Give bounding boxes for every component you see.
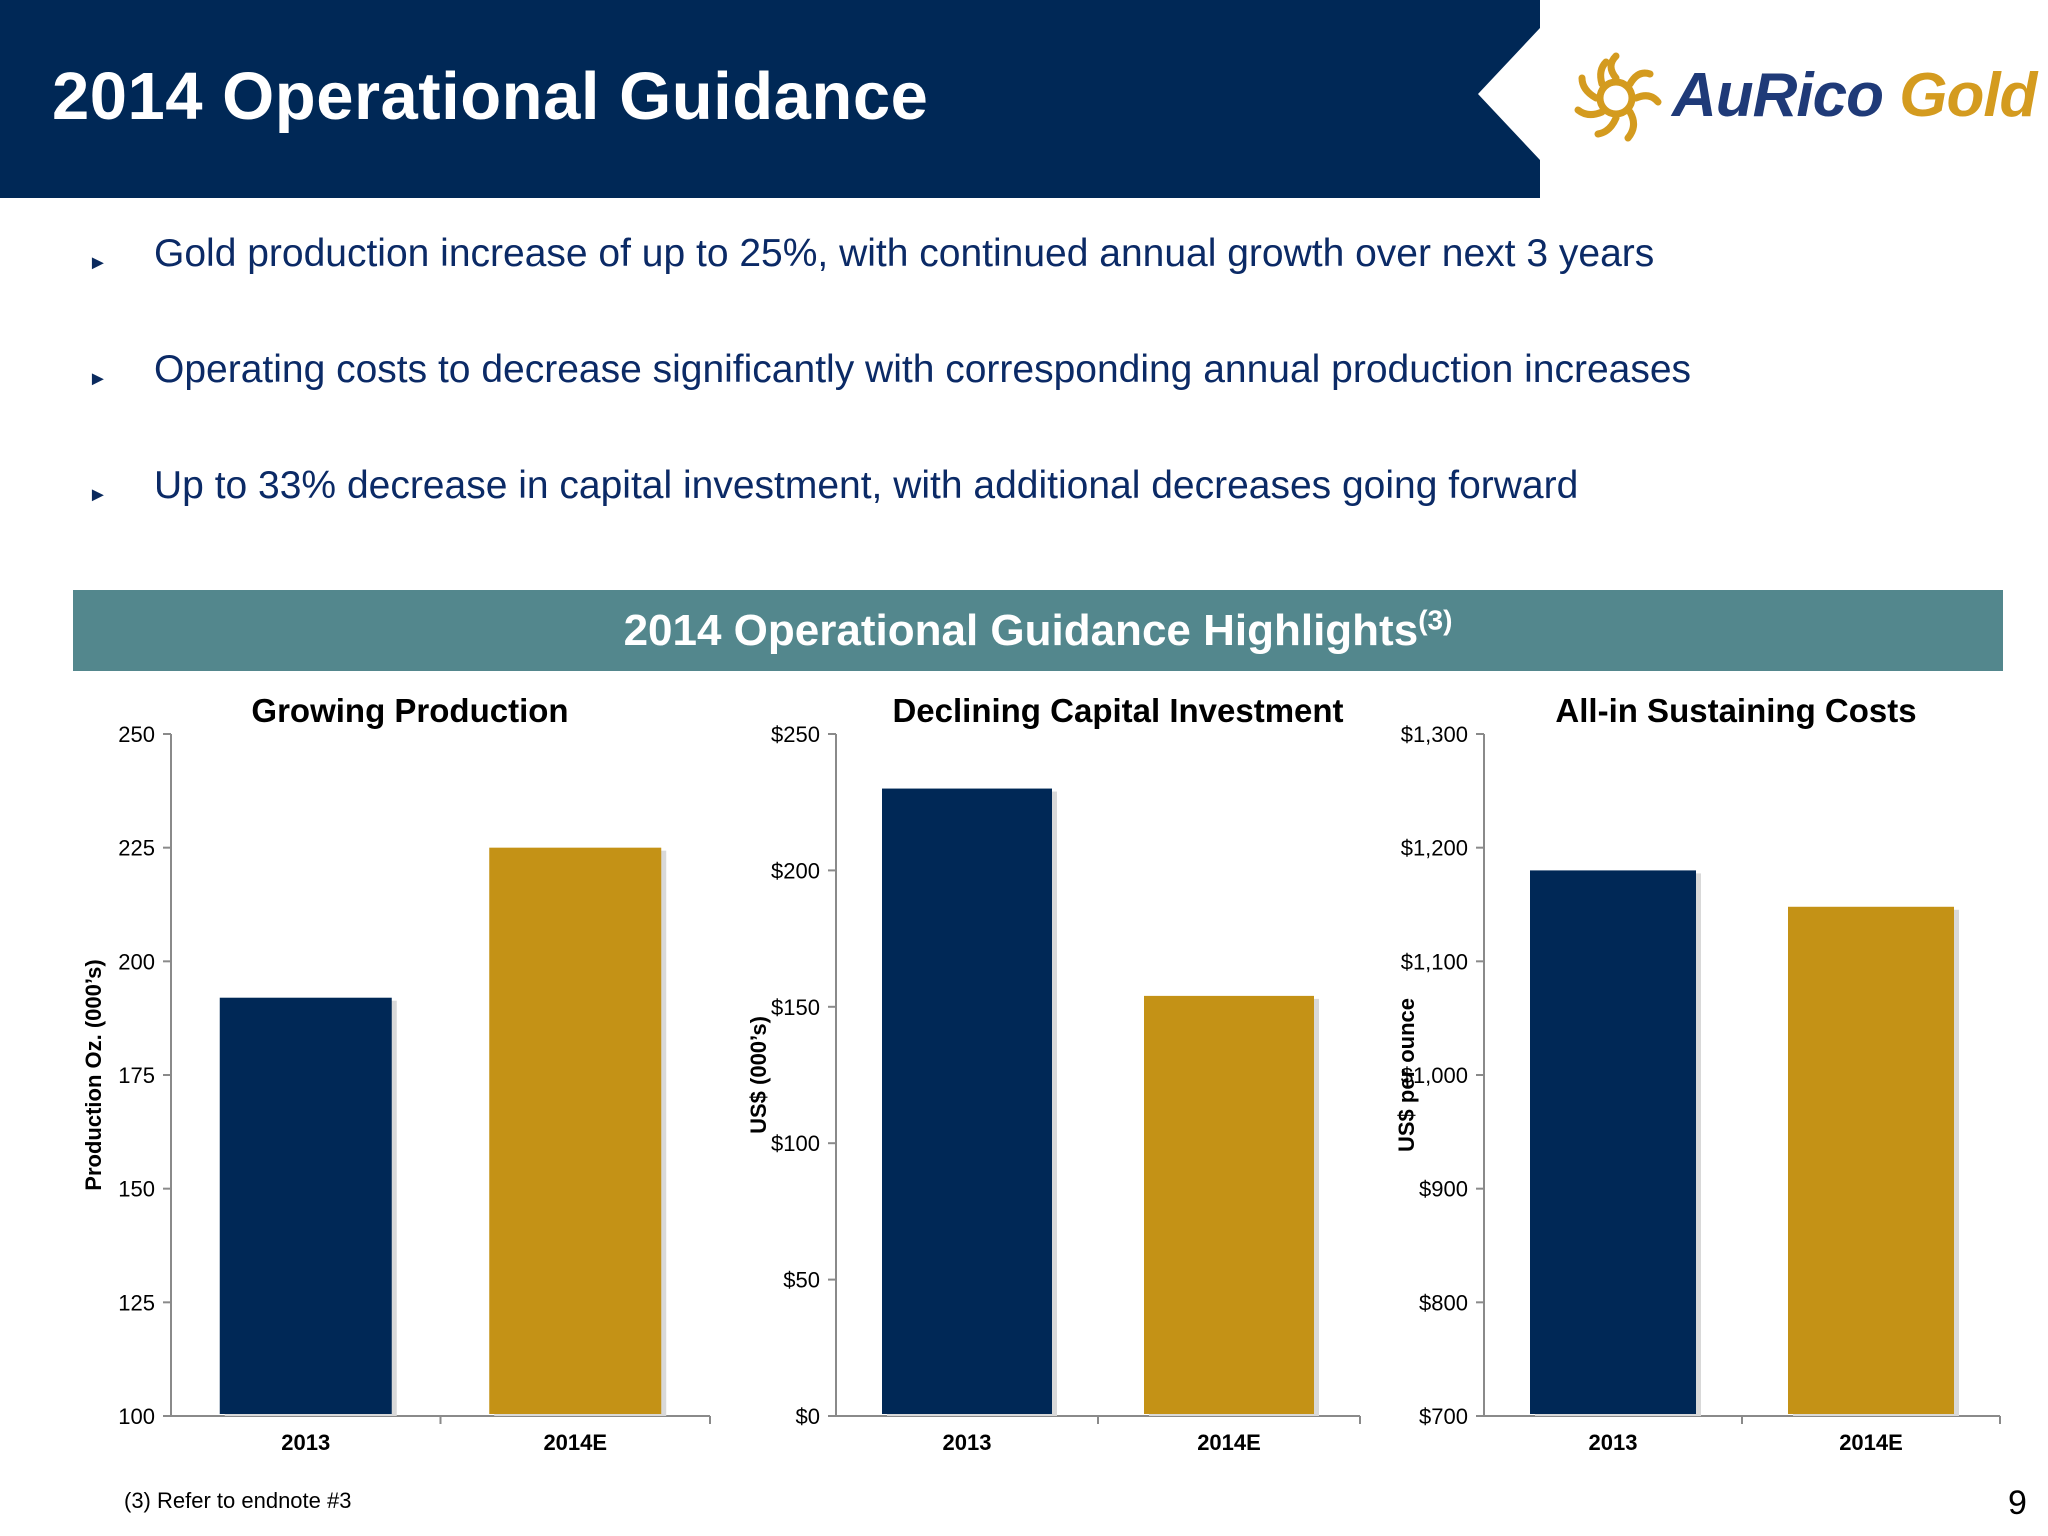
y-tick-label: $200 <box>771 858 820 883</box>
y-tick-label: $50 <box>783 1268 820 1293</box>
bullet-item: ► Up to 33% decrease in capital investme… <box>88 464 1988 580</box>
y-tick-label: $1,200 <box>1401 836 1468 861</box>
page-number: 9 <box>2008 1484 2027 1522</box>
bullet-text: Operating costs to decrease significantl… <box>154 348 1692 391</box>
bar-2014e <box>489 847 662 1414</box>
y-tick-label: $150 <box>771 995 820 1020</box>
bullet-item: ► Operating costs to decrease significan… <box>88 348 1988 464</box>
y-tick-label: $100 <box>771 1131 820 1156</box>
highlights-title-text: 2014 Operational Guidance Highlights <box>623 606 1419 655</box>
x-tick-label: 2013 <box>1589 1430 1638 1455</box>
highlights-title: 2014 Operational Guidance Highlights(3) <box>624 590 1453 671</box>
logo-text-aurico: AuRico <box>1672 61 1884 130</box>
bullet-text: Up to 33% decrease in capital investment… <box>154 464 1579 507</box>
y-tick-label: 125 <box>118 1290 155 1315</box>
bar-2013 <box>219 997 392 1414</box>
y-tick-label: $0 <box>796 1404 820 1429</box>
bullet-arrow-icon: ► <box>88 368 108 390</box>
y-tick-label: $700 <box>1419 1404 1468 1429</box>
bar-2014e <box>1788 906 1954 1414</box>
y-tick-label: $250 <box>771 722 820 747</box>
y-tick-label: $900 <box>1419 1177 1468 1202</box>
x-tick-label: 2013 <box>281 1430 330 1455</box>
bullet-arrow-icon: ► <box>88 484 108 506</box>
logo-text-gold: Gold <box>1899 61 2037 130</box>
y-tick-label: $1,100 <box>1401 949 1468 974</box>
company-logo: AuRico Gold <box>1566 48 2037 148</box>
y-tick-label: 225 <box>118 836 155 861</box>
chart-title: Declining Capital Investment <box>892 692 1343 729</box>
bullet-arrow-icon: ► <box>88 252 108 274</box>
bullet-list: ► Gold production increase of up to 25%,… <box>88 232 1988 580</box>
y-tick-label: 200 <box>118 949 155 974</box>
header-background <box>0 0 1540 198</box>
y-axis-label: Production Oz. (000’s) <box>81 959 106 1190</box>
highlights-superscript: (3) <box>1418 604 1453 636</box>
header-bar: 2014 Operational Guidance AuRico Gold <box>0 0 2048 198</box>
y-tick-label: 175 <box>118 1063 155 1088</box>
chart-title: Growing Production <box>251 692 568 729</box>
y-axis-label: US$ (000’s) <box>746 1016 771 1134</box>
page-title: 2014 Operational Guidance <box>52 59 929 134</box>
x-tick-label: 2014E <box>543 1430 607 1455</box>
y-tick-label: $800 <box>1419 1290 1468 1315</box>
x-tick-label: 2014E <box>1197 1430 1261 1455</box>
highlights-banner: 2014 Operational Guidance Highlights(3) <box>73 590 2003 671</box>
logo-wordmark: AuRico Gold <box>1672 60 2037 131</box>
y-axis-label: US$ per ounce <box>1394 998 1419 1152</box>
footnote: (3) Refer to endnote #3 <box>124 1488 352 1513</box>
charts-area: Growing Production 100 125 150 175 200 225 250 P… <box>81 692 2001 1455</box>
header-navy-band <box>0 0 1540 198</box>
bullet-item: ► Gold production increase of up to 25%,… <box>88 232 1988 348</box>
y-tick-label: $1,000 <box>1401 1063 1468 1088</box>
y-tick-label: $1,300 <box>1401 722 1468 747</box>
bullet-text: Gold production increase of up to 25%, w… <box>154 232 1655 275</box>
y-tick-label: 100 <box>118 1404 155 1429</box>
x-tick-label: 2013 <box>943 1430 992 1455</box>
y-tick-label: 150 <box>118 1177 155 1202</box>
bar-2013 <box>1530 870 1696 1414</box>
chart-title: All-in Sustaining Costs <box>1555 692 1916 729</box>
x-tick-label: 2014E <box>1839 1430 1903 1455</box>
sun-logo-icon <box>1574 52 1662 142</box>
bar-2014e <box>1144 995 1314 1414</box>
bar-2013 <box>882 788 1052 1414</box>
y-tick-label: 250 <box>118 722 155 747</box>
